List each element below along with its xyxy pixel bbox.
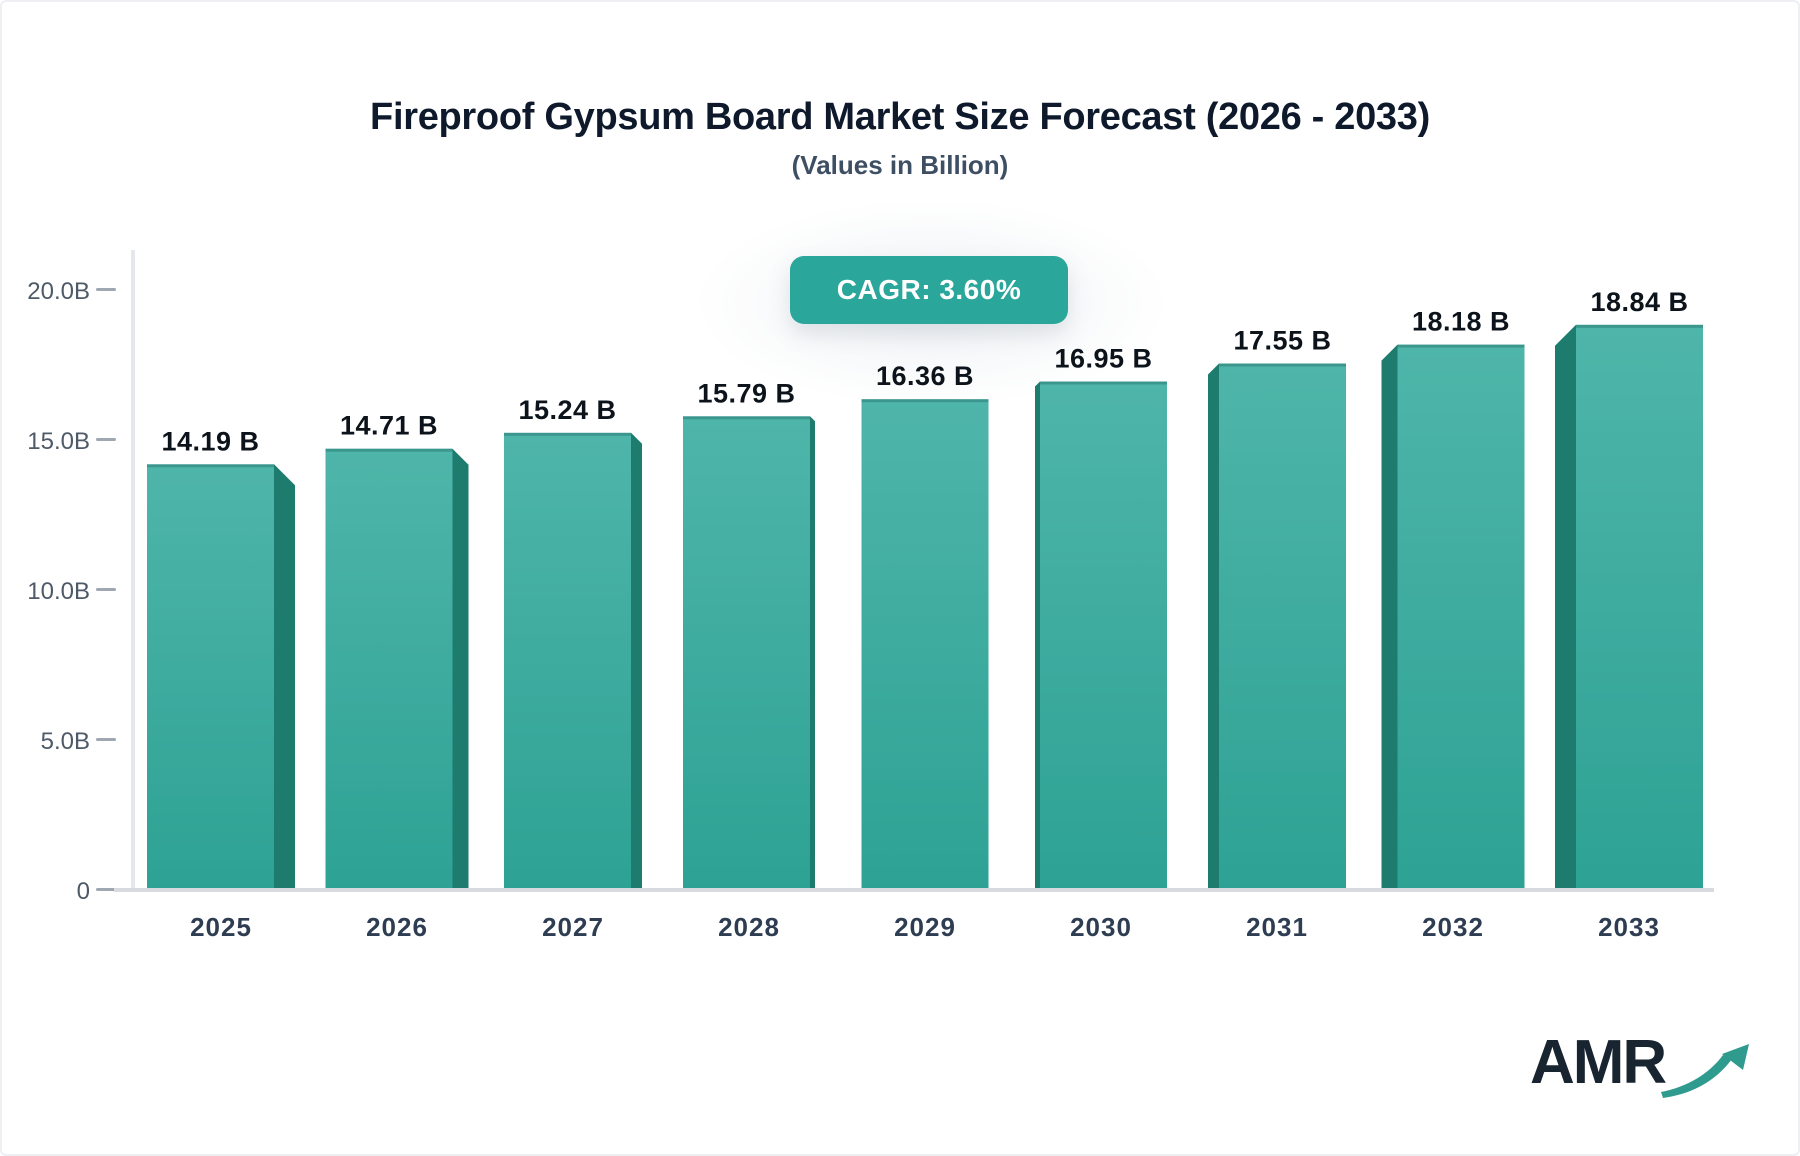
bar-top-edge bbox=[683, 416, 810, 420]
bar-value-label: 16.95 B bbox=[1054, 344, 1152, 374]
growth-arrow-icon bbox=[1661, 1044, 1750, 1098]
x-axis-label: 2026 bbox=[366, 912, 428, 942]
y-axis-tick bbox=[96, 738, 116, 741]
y-axis-tick-label: 10.0B bbox=[27, 578, 90, 605]
bar-value-label: 15.79 B bbox=[697, 378, 795, 408]
bar-2030 bbox=[1040, 381, 1167, 890]
bar-side-face bbox=[274, 464, 295, 890]
x-axis-label: 2033 bbox=[1598, 912, 1660, 942]
y-axis-tick bbox=[96, 588, 116, 591]
cagr-badge: CAGR: 3.60% bbox=[790, 256, 1068, 324]
bar-top-edge bbox=[1576, 324, 1703, 328]
x-axis-label: 2027 bbox=[542, 912, 604, 942]
bar-top-edge bbox=[147, 464, 274, 468]
bar-value-label: 14.19 B bbox=[161, 426, 259, 456]
y-axis-tick bbox=[96, 888, 116, 891]
bar-value-label: 15.24 B bbox=[518, 395, 616, 425]
bar-value-label: 17.55 B bbox=[1233, 326, 1331, 356]
bar-2031 bbox=[1219, 363, 1346, 890]
bar-value-label: 18.84 B bbox=[1590, 287, 1688, 317]
page-title: Fireproof Gypsum Board Market Size Forec… bbox=[370, 96, 1430, 138]
y-axis-tick-label: 20.0B bbox=[27, 278, 90, 305]
bar-2027 bbox=[504, 432, 631, 890]
x-axis-label: 2029 bbox=[894, 912, 956, 942]
bar-2033 bbox=[1576, 324, 1703, 890]
x-axis-label: 2031 bbox=[1246, 912, 1308, 942]
bar-top-edge bbox=[325, 448, 453, 452]
bar-value-label: 14.71 B bbox=[340, 411, 438, 441]
y-axis-tick bbox=[96, 288, 116, 291]
x-axis-label: 2025 bbox=[190, 912, 252, 942]
bar-value-label: 16.36 B bbox=[876, 361, 974, 391]
bar-top-edge bbox=[1397, 344, 1525, 348]
bar-top-edge bbox=[1040, 381, 1167, 385]
y-axis-tick-label: 15.0B bbox=[27, 428, 90, 455]
bar-2025 bbox=[147, 464, 274, 890]
y-axis-tick bbox=[96, 438, 116, 441]
bar-side-face bbox=[810, 416, 815, 890]
x-axis-label: 2032 bbox=[1422, 912, 1484, 942]
x-axis-label: 2030 bbox=[1070, 912, 1132, 942]
bar-2032 bbox=[1397, 344, 1525, 891]
bar-2029 bbox=[861, 399, 989, 890]
bar-side-face bbox=[1381, 344, 1398, 891]
bar-top-edge bbox=[861, 399, 989, 403]
bar-side-face bbox=[631, 432, 642, 890]
x-axis-line bbox=[114, 888, 1714, 892]
y-axis-tick-label: 5.0B bbox=[41, 728, 90, 755]
bar-top-edge bbox=[504, 432, 631, 436]
x-axis-label: 2028 bbox=[718, 912, 780, 942]
bar-value-label: 18.18 B bbox=[1412, 307, 1510, 337]
bar-side-face bbox=[1208, 363, 1219, 890]
page-subtitle: (Values in Billion) bbox=[791, 150, 1009, 180]
bar-side-face bbox=[452, 448, 469, 890]
amr-logo: AMR bbox=[1530, 1032, 1759, 1104]
bar-2026 bbox=[325, 448, 453, 890]
y-axis-line bbox=[131, 250, 135, 890]
bar-side-face bbox=[1035, 381, 1040, 890]
amr-logo-text: AMR bbox=[1530, 1028, 1667, 1097]
bar-top-edge bbox=[1219, 363, 1346, 367]
bar-side-face bbox=[1555, 324, 1576, 890]
bar-2028 bbox=[683, 416, 810, 890]
y-axis-tick-label: 0 bbox=[77, 878, 90, 905]
